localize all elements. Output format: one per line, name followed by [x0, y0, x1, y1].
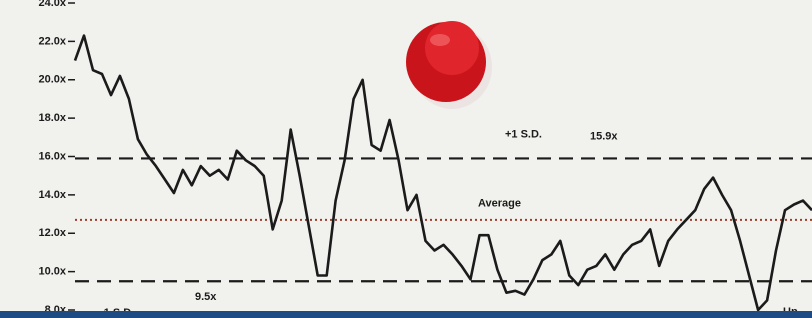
y-tick-label: 22.0x: [38, 35, 66, 47]
y-tick-label: 12.0x: [38, 227, 66, 239]
y-tick-label: 24.0x: [38, 0, 66, 9]
y-tick-label: 20.0x: [38, 74, 66, 86]
y-tick-label: 16.0x: [38, 150, 66, 162]
reference-value-label: 9.5x: [195, 291, 217, 303]
y-tick-label: 14.0x: [38, 189, 66, 201]
reference-label: Average: [478, 198, 521, 210]
y-tick-label: 18.0x: [38, 112, 66, 124]
footer-bar: [0, 311, 812, 318]
reference-value-label: 15.9x: [590, 130, 618, 142]
y-tick-label: 10.0x: [38, 266, 66, 278]
reference-label: +1 S.D.: [505, 128, 542, 140]
chart: 8.0x10.0x12.0x14.0x16.0x18.0x20.0x22.0x2…: [0, 0, 812, 318]
